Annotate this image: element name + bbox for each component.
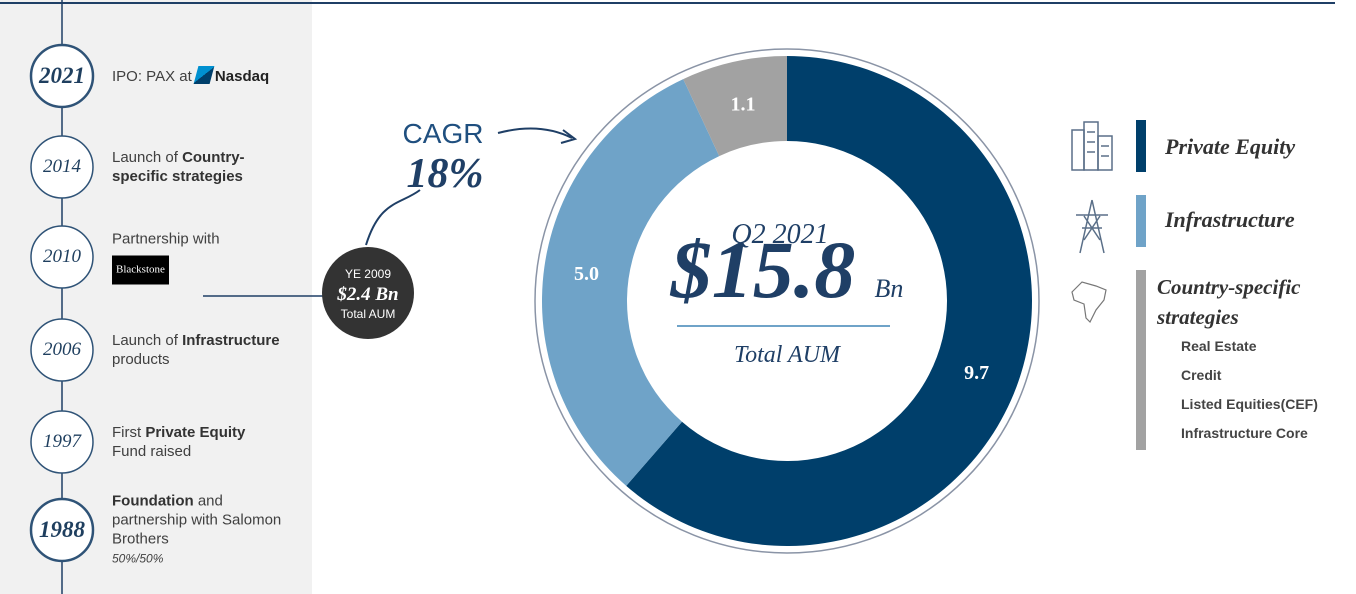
year-circle — [30, 318, 94, 382]
center-label: Total AUM — [734, 342, 842, 368]
base-label: Total AUM — [341, 307, 396, 321]
base-period: YE 2009 — [345, 267, 391, 281]
segment-label: 1.1 — [731, 93, 756, 115]
year-label: 2014 — [43, 156, 81, 177]
year-circle — [29, 497, 95, 563]
cagr-label: CAGR — [403, 118, 484, 149]
legend-sub-item: Real Estate — [1181, 338, 1257, 354]
milestone-run: Private Equity — [145, 424, 246, 441]
milestone-run: Fund raised — [112, 443, 192, 460]
year-label: 2006 — [43, 339, 81, 360]
logo-text: Blackstone — [116, 263, 165, 276]
base-circle — [322, 247, 414, 339]
year-circle — [29, 43, 95, 109]
logo: Blackstone — [112, 255, 169, 285]
building-icon — [1071, 121, 1113, 171]
donut-segment — [542, 79, 720, 486]
milestone-note: 50%/50% — [112, 551, 164, 566]
milestone-text: First Private Equity Fund raised — [112, 423, 282, 461]
segment-label: 9.7 — [964, 362, 989, 384]
milestone-run: Partnership with — [112, 230, 220, 248]
logo-text: Nasdaq — [214, 68, 270, 85]
legend-swatch — [1136, 120, 1146, 172]
year-circle — [30, 135, 94, 199]
year-circle — [30, 410, 94, 474]
cagr-value: 18% — [407, 151, 484, 197]
legend-swatch — [1136, 195, 1146, 247]
milestone-run: Launch of — [112, 149, 183, 166]
logo-mark — [193, 66, 215, 84]
year-label: 1997 — [43, 431, 81, 452]
pylon-icon — [1076, 199, 1108, 254]
milestone-run: Country-specific strategies — [112, 149, 245, 185]
center-value: $15.8 — [670, 224, 856, 315]
legend-label: Country-specific strategies — [1157, 275, 1301, 329]
segment-label: 5.0 — [574, 263, 599, 285]
donut-segment — [683, 56, 787, 157]
milestone-run: First — [112, 424, 146, 441]
milestone-run: Launch of — [112, 332, 183, 349]
connector-curve — [365, 189, 421, 246]
milestone-text: Launch of Country-specific strategies — [112, 148, 282, 186]
milestone-run: and partnership with Salomon Brothers — [112, 492, 282, 548]
center-unit: Bn — [875, 274, 904, 303]
milestone-text: Partnership with Blackstone — [112, 230, 282, 285]
logo: Nasdaq — [193, 66, 270, 85]
milestone-text: Launch of Infrastructure products — [112, 331, 282, 369]
legend-label: Private Equity — [1165, 134, 1296, 159]
milestone-text: IPO: PAX at Nasdaq — [112, 66, 282, 86]
map-icon — [1071, 281, 1107, 324]
year-label: 2021 — [39, 63, 85, 88]
donut-segment — [626, 56, 1032, 546]
legend-sub-item: Listed Equities(CEF) — [1181, 396, 1318, 412]
legend-sub-item: Infrastructure Core — [1181, 425, 1308, 441]
milestone-run: IPO: PAX at — [112, 68, 196, 85]
milestone-run: Infrastructure — [182, 332, 280, 349]
arrow-head — [560, 129, 578, 144]
milestone-text: Foundation and partnership with Salomon … — [112, 492, 282, 569]
arrow — [497, 127, 573, 139]
milestone-run: Foundation — [112, 492, 194, 510]
legend-swatch — [1136, 270, 1146, 450]
year-circle — [30, 225, 94, 289]
center-period: Q2 2021 — [731, 219, 828, 250]
milestone-run: products — [112, 351, 170, 368]
outer-ring — [534, 48, 1040, 554]
legend-label: Infrastructure — [1165, 207, 1295, 232]
legend-sub-item: Credit — [1181, 367, 1222, 383]
year-label: 2010 — [43, 246, 81, 267]
base-value: $2.4 Bn — [336, 284, 398, 305]
year-label: 1988 — [39, 517, 85, 542]
